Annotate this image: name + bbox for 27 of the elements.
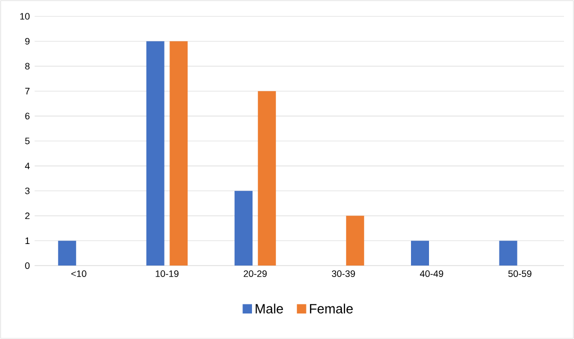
bar	[346, 216, 364, 266]
bar	[170, 41, 188, 266]
x-tick-label: <10	[71, 270, 86, 277]
bar	[410, 240, 429, 266]
x-tick-label: 30-39	[332, 270, 355, 277]
x-tick-label: 20-29	[244, 270, 267, 277]
y-tick-label: 8	[25, 62, 30, 70]
y-tick-label: 5	[25, 138, 30, 144]
bar	[499, 240, 518, 266]
y-tick-label: 6	[25, 112, 30, 120]
y-tick-label: 0	[25, 262, 30, 269]
bar	[146, 41, 164, 266]
y-tick-label: 9	[25, 38, 30, 45]
y-tick-label: 1	[25, 238, 30, 244]
y-tick-label: 7	[25, 88, 30, 94]
bar	[234, 190, 253, 266]
legend-label: Female	[310, 304, 353, 314]
y-tick-label: 4	[24, 162, 30, 170]
x-tick-label: 10-19	[156, 270, 178, 277]
y-tick-label: 10	[20, 13, 30, 20]
y-tick-label: 3	[25, 188, 30, 194]
y-tick-label: 2	[25, 212, 30, 220]
x-tick-label: 40-49	[420, 270, 444, 277]
bar	[58, 240, 76, 266]
bar	[258, 91, 276, 266]
x-tick-label: 50-59	[508, 270, 532, 277]
legend-label: Male	[256, 304, 283, 314]
